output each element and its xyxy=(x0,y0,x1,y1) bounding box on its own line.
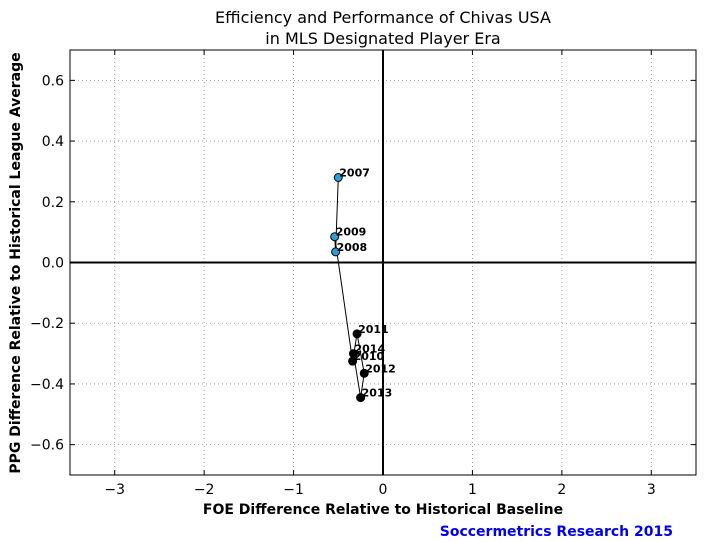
x-tick-label: −3 xyxy=(104,482,125,498)
series-line xyxy=(334,177,365,398)
data-point-2012 xyxy=(359,368,369,378)
data-point-2011 xyxy=(352,329,362,339)
data-point-label-2013: 2013 xyxy=(362,387,393,400)
data-point-2008 xyxy=(331,247,341,257)
y-tick-label: −0.4 xyxy=(30,377,64,393)
data-point-label-2008: 2008 xyxy=(337,241,368,254)
y-tick-label: −0.6 xyxy=(30,438,64,454)
chart-title-line-1: Efficiency and Performance of Chivas USA xyxy=(215,8,551,27)
data-point-2009 xyxy=(330,232,340,242)
credit-text: Soccermetrics Research 2015 xyxy=(440,524,673,540)
x-tick-labels: −3 −2 −1 0 1 2 3 xyxy=(104,482,655,498)
chart-title-line-2: in MLS Designated Player Era xyxy=(265,29,500,48)
x-tick-label: −1 xyxy=(283,482,304,498)
y-tick-label: 0.6 xyxy=(42,73,64,89)
data-point-label-2012: 2012 xyxy=(365,362,396,375)
y-tick-label: 0.0 xyxy=(42,256,64,272)
y-axis-label: PPG Difference Relative to Historical Le… xyxy=(8,52,24,473)
zero-lines xyxy=(70,50,696,475)
x-tick-label: −2 xyxy=(194,482,215,498)
y-tick-labels: 0.6 0.4 0.2 0.0 −0.2 −0.4 −0.6 xyxy=(30,73,64,453)
data-point-label-2014: 2014 xyxy=(354,343,385,356)
data-point-2007 xyxy=(333,173,343,182)
x-tick-label: 1 xyxy=(468,482,477,498)
data-point-2014 xyxy=(348,349,358,359)
data-point-label-2011: 2011 xyxy=(358,323,389,336)
x-axis-label: FOE Difference Relative to Historical Ba… xyxy=(203,502,563,518)
point-labels: 2007 2008 2009 2010 2011 2012 2013 2014 xyxy=(336,167,396,400)
data-point-2013 xyxy=(356,393,366,403)
x-tick-label: 2 xyxy=(557,482,566,498)
y-tick-label: 0.4 xyxy=(42,134,64,150)
x-tick-label: 3 xyxy=(647,482,656,498)
x-tick-label: 0 xyxy=(379,482,388,498)
data-points xyxy=(330,173,369,403)
data-point-label-2007: 2007 xyxy=(339,167,370,180)
ticks xyxy=(70,50,696,475)
data-point-label-2010: 2010 xyxy=(354,350,385,363)
data-point-label-2009: 2009 xyxy=(336,226,367,239)
series-path xyxy=(334,177,365,398)
y-tick-label: −0.2 xyxy=(30,316,64,332)
y-tick-label: 0.2 xyxy=(42,195,64,211)
